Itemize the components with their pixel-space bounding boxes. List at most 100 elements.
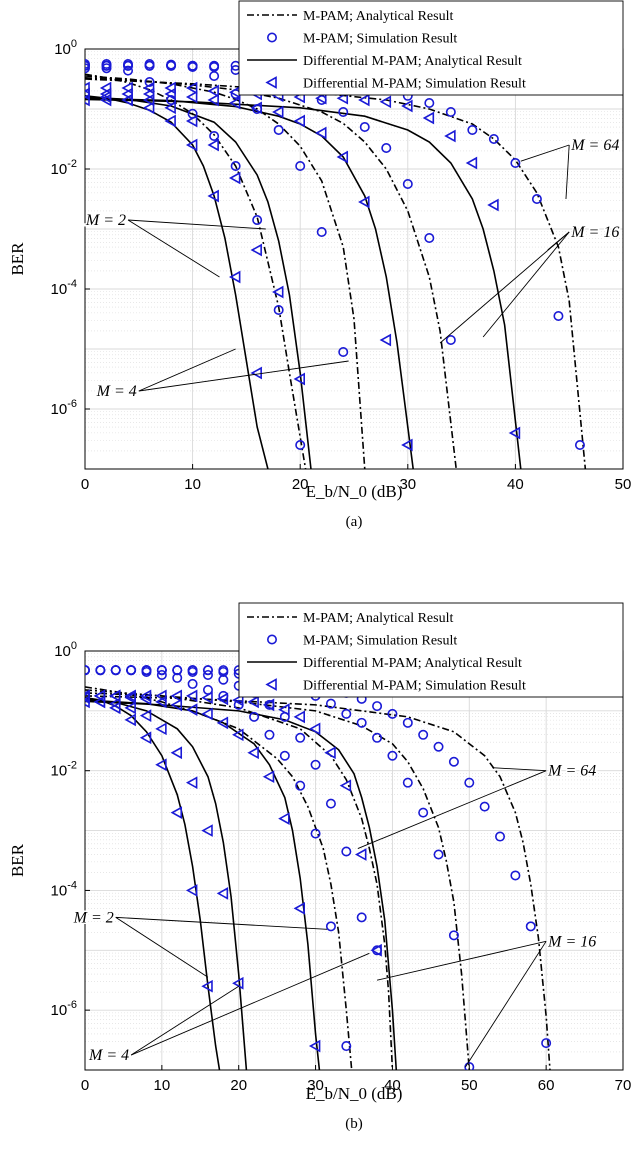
marker-circle — [533, 195, 541, 203]
marker-circle — [419, 731, 427, 739]
x-tick-label: 50 — [461, 1077, 478, 1094]
legend-label: M-PAM; Analytical Result — [303, 611, 453, 626]
marker-circle — [425, 99, 433, 107]
legend-label: M-PAM; Simulation Result — [303, 32, 457, 47]
marker-triangle — [360, 95, 369, 105]
annotation-arrow — [521, 145, 569, 161]
marker-triangle — [188, 92, 197, 102]
marker-triangle — [280, 814, 289, 824]
y-tick-exponent: -6 — [67, 398, 77, 410]
marker-circle — [382, 144, 390, 152]
marker-triangle — [141, 733, 150, 743]
grid — [85, 49, 623, 469]
legend: M-PAM; Analytical Result M-PAM; Simulatio… — [239, 603, 623, 697]
marker-circle — [373, 734, 381, 742]
y-tick-base: 10 — [51, 281, 68, 298]
marker-triangle — [141, 711, 150, 721]
x-axis-label: E_b/N_0 (dB) — [306, 1084, 403, 1103]
marker-triangle — [446, 131, 455, 141]
marker-circle — [112, 666, 120, 674]
y-tick-label: 100 — [54, 640, 77, 660]
annotation-arrow — [128, 220, 266, 229]
x-tick-label: 70 — [615, 1077, 632, 1094]
x-axis-label: E_b/N_0 (dB) — [306, 482, 403, 501]
x-tick-label: 60 — [538, 1077, 555, 1094]
marker-triangle — [252, 245, 261, 255]
series-line — [85, 99, 521, 469]
y-tick-base: 10 — [54, 41, 71, 58]
marker-circle — [404, 778, 412, 786]
series-line — [85, 701, 396, 1070]
y-tick-label: 100 — [54, 38, 77, 58]
marker-circle — [554, 312, 562, 320]
y-tick-exponent: -2 — [67, 760, 77, 772]
marker-circle — [447, 336, 455, 344]
series-line — [85, 98, 413, 469]
marker-circle — [281, 752, 289, 760]
x-tick-label: 20 — [230, 1077, 247, 1094]
annotation-label: M = 64 — [570, 137, 619, 154]
series-line — [85, 693, 469, 1070]
marker-circle — [188, 680, 196, 688]
y-tick-label: 10-6 — [51, 398, 77, 418]
y-tick-label: 10-2 — [51, 760, 77, 780]
series-line — [85, 78, 456, 469]
marker-circle — [425, 234, 433, 242]
marker-triangle — [311, 1041, 320, 1051]
series-line — [85, 699, 246, 1070]
marker-circle — [342, 1042, 350, 1050]
marker-circle — [527, 922, 535, 930]
y-tick-label: 10-4 — [51, 879, 77, 899]
plot-area — [80, 60, 585, 469]
marker-triangle — [295, 903, 304, 913]
marker-triangle — [381, 335, 390, 345]
y-axis-label: BER — [8, 843, 27, 877]
chart-a: 0 10 20 30 40 5010010-210-410-6E_b/N_0 (dB)BE… — [8, 1, 631, 530]
figure-caption: (b) — [345, 1116, 363, 1132]
y-tick-exponent: -6 — [67, 999, 77, 1011]
annotation-arrow — [131, 986, 239, 1055]
marker-triangle — [218, 888, 227, 898]
marker-triangle — [188, 778, 197, 788]
marker-triangle — [489, 200, 498, 210]
marker-circle — [490, 135, 498, 143]
marker-circle — [434, 850, 442, 858]
series-line — [85, 700, 319, 1070]
y-axis-label: BER — [8, 242, 27, 276]
legend-label: Differential M-PAM; Analytical Result — [303, 54, 522, 69]
marker-circle — [480, 802, 488, 810]
series-line — [85, 76, 365, 469]
marker-triangle — [166, 116, 175, 126]
x-tick-label: 0 — [81, 476, 89, 493]
legend-label: M-PAM; Simulation Result — [303, 634, 457, 649]
annotation-label: M = 2 — [73, 909, 114, 926]
marker-circle — [127, 666, 135, 674]
annotation-label: M = 4 — [88, 1047, 129, 1064]
y-tick-label: 10-4 — [51, 278, 77, 298]
annotation-label: M = 4 — [96, 383, 137, 400]
marker-triangle — [381, 97, 390, 107]
series-line — [85, 97, 311, 469]
x-tick-label: 40 — [507, 476, 524, 493]
marker-circle — [511, 871, 519, 879]
legend-label: Differential M-PAM; Simulation Result — [303, 679, 526, 694]
annotation-arrow — [358, 771, 546, 849]
marker-circle — [404, 719, 412, 727]
marker-circle — [450, 758, 458, 766]
series-line — [85, 79, 585, 469]
y-tick-base: 10 — [51, 882, 68, 899]
marker-circle — [296, 734, 304, 742]
marker-triangle — [188, 705, 197, 715]
marker-triangle — [424, 113, 433, 123]
marker-triangle — [467, 158, 476, 168]
y-tick-label: 10-2 — [51, 158, 77, 178]
marker-circle — [265, 731, 273, 739]
x-tick-label: 50 — [615, 476, 632, 493]
axes-frame — [85, 49, 623, 469]
annotation-label: M = 2 — [85, 212, 126, 229]
series-line — [85, 696, 550, 1070]
marker-circle — [327, 799, 335, 807]
marker-circle — [434, 743, 442, 751]
marker-triangle — [172, 691, 181, 701]
